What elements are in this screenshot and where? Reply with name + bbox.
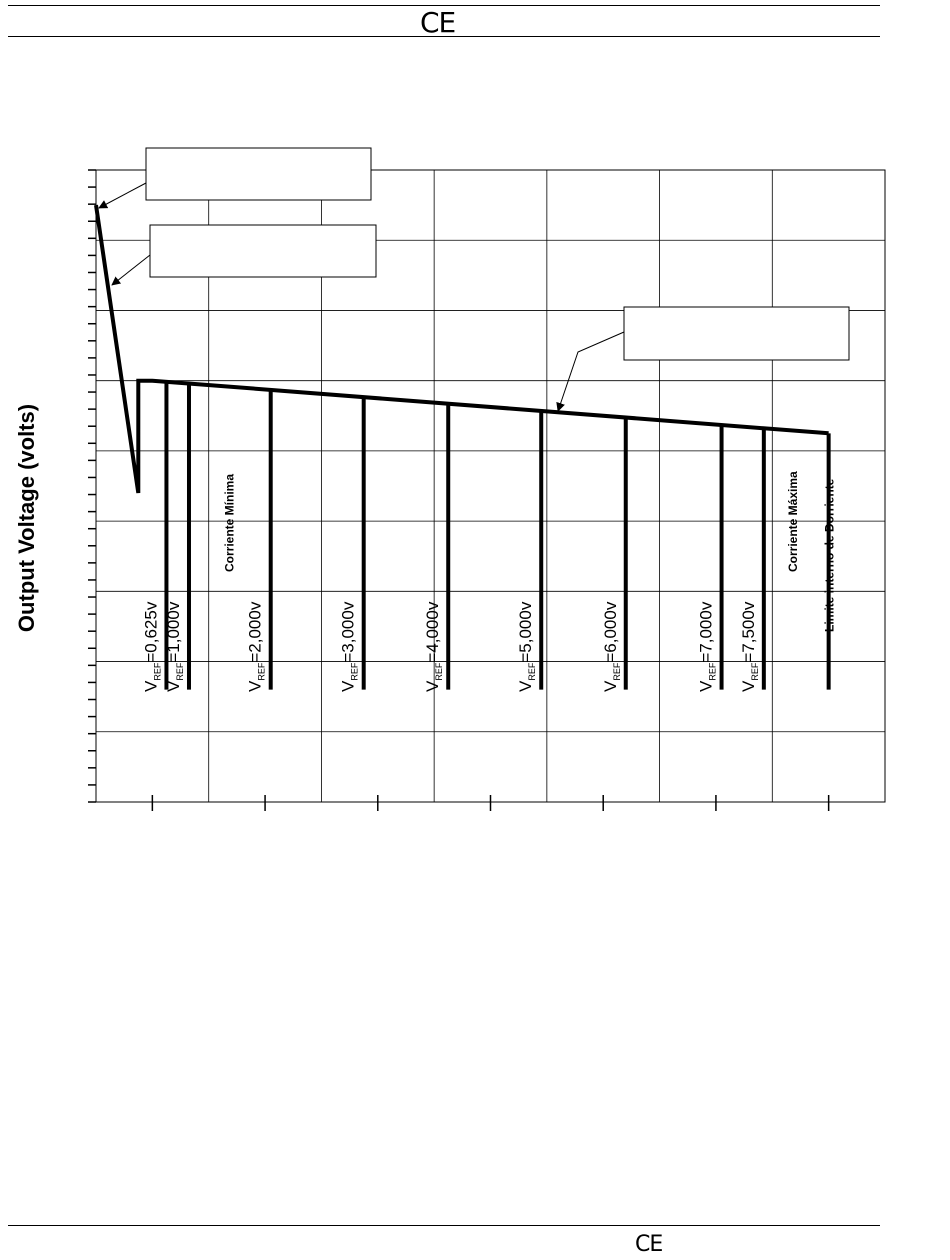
x-axis-ticks	[151, 795, 830, 811]
callout-arrow	[111, 254, 151, 286]
callout-box	[623, 306, 850, 361]
vref-label: VREF=7,000v	[697, 601, 718, 692]
annotation-label: Corriente Mínima	[222, 474, 236, 572]
header-rule-bottom	[8, 36, 880, 37]
footer-rule	[8, 1225, 880, 1226]
vref-value: =6,000v	[601, 601, 620, 662]
chart-annotations: Corriente Mínima Corriente Máxima Limite i…	[222, 471, 836, 632]
vref-value: =5,000v	[516, 601, 535, 662]
vref-label: VREF=7,500v	[739, 601, 760, 692]
footer-ce-mark: CE	[635, 1232, 663, 1257]
header-ce-mark: CE	[420, 6, 456, 39]
vref-label: VREF=6,000v	[601, 601, 622, 692]
annotation-label: Corriente Máxima	[786, 471, 800, 572]
callout-arrow	[98, 182, 147, 209]
callout-boxes	[98, 147, 850, 412]
y-axis-label: Output Voltage (volts)	[14, 404, 39, 632]
series-line	[94, 204, 829, 494]
vref-label: VREF=2,000v	[246, 601, 267, 692]
callout-box	[149, 224, 377, 278]
callout-arrow	[556, 331, 625, 412]
vref-label: VREF=4,000v	[423, 601, 444, 692]
vref-value: =7,000v	[697, 601, 716, 662]
drop-lines	[164, 381, 831, 690]
vref-label: VREF=0,625v	[141, 601, 162, 692]
header-rule-top	[8, 5, 880, 6]
vref-value: =7,500v	[739, 601, 758, 662]
vref-value: =2,000v	[246, 601, 265, 662]
vref-label: VREF=1,000v	[164, 601, 185, 692]
vref-label: VREF=5,000v	[516, 601, 537, 692]
vref-value: =0,625v	[141, 601, 160, 662]
y-axis-ticks	[88, 169, 96, 803]
annotation-label: Limite interno de Dorriente	[823, 478, 837, 632]
vref-value: =4,000v	[423, 601, 442, 662]
vref-label: VREF=3,000v	[339, 601, 360, 692]
vref-value: =1,000v	[164, 601, 183, 662]
output-curve	[94, 204, 829, 494]
vref-value: =3,000v	[339, 601, 358, 662]
callout-box	[145, 147, 372, 201]
